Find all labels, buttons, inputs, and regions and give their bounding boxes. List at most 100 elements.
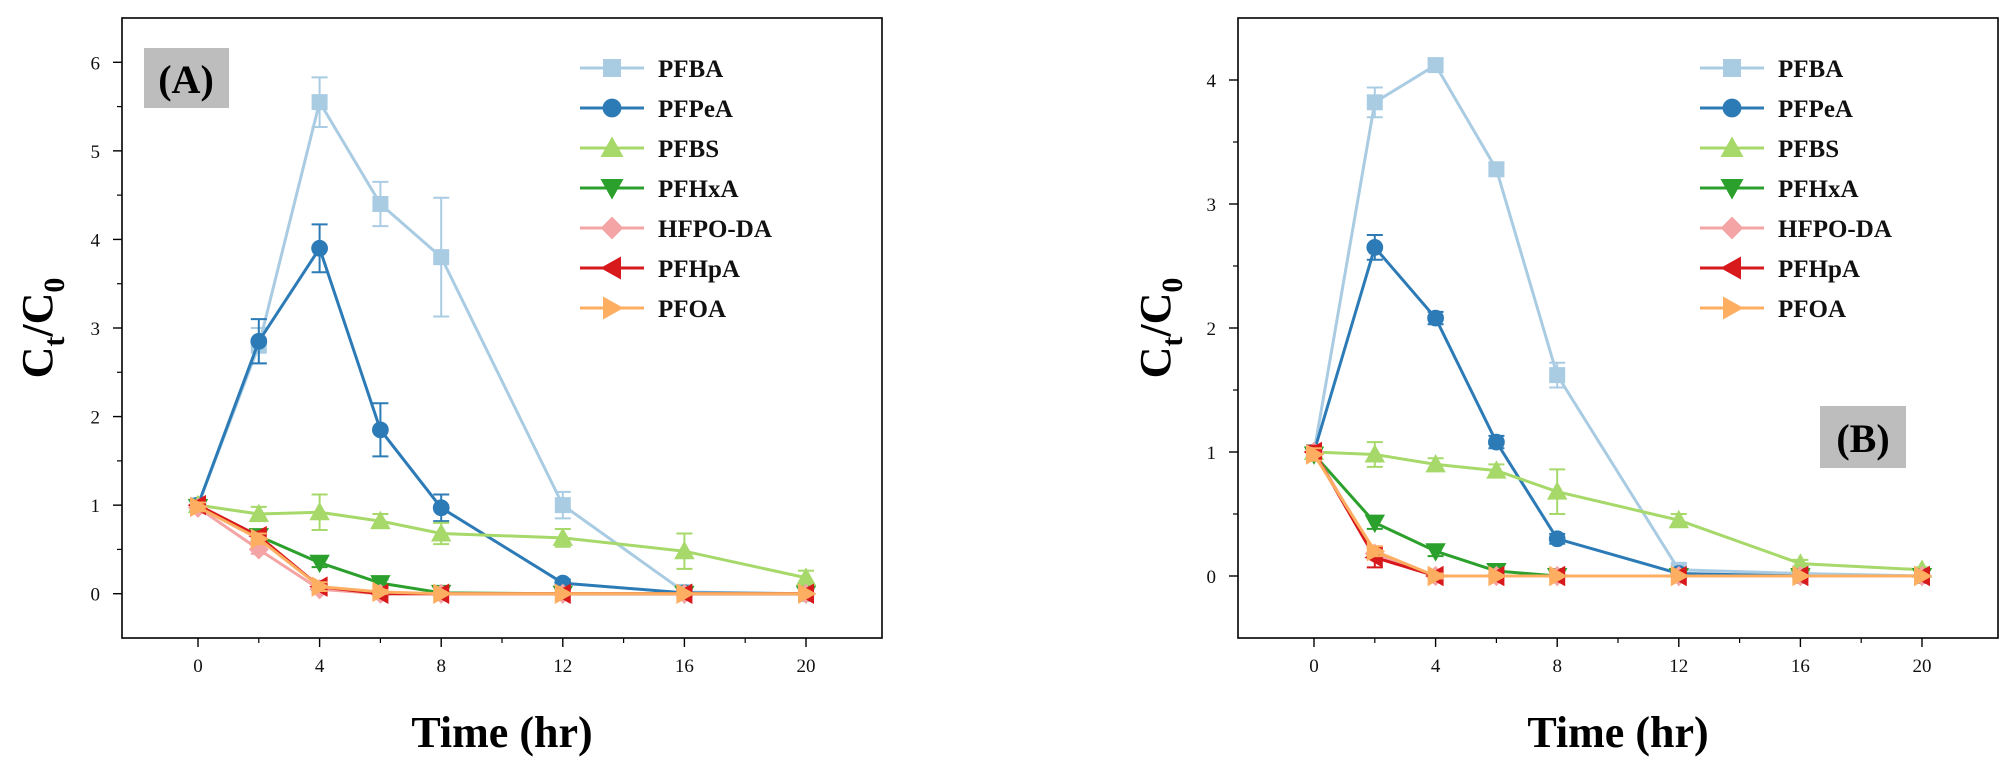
x-tick-label: 0	[193, 656, 203, 677]
legend-marker	[603, 59, 621, 77]
data-point	[1546, 481, 1568, 500]
panel-label-box	[1820, 406, 1906, 468]
data-point	[433, 249, 450, 266]
y-axis-title-part: C	[13, 347, 62, 379]
legend-marker	[1720, 256, 1741, 280]
data-point	[309, 501, 330, 521]
data-point	[1427, 309, 1444, 327]
panel-label: (B)	[1836, 416, 1889, 461]
data-point	[1488, 433, 1505, 451]
data-point	[676, 583, 695, 604]
data-point	[1427, 57, 1444, 74]
y-tick-label: 2	[1207, 319, 1217, 340]
data-point	[554, 497, 571, 514]
x-tick-label: 20	[797, 656, 816, 677]
legend-label: PFHpA	[1778, 256, 1860, 283]
data-point	[1364, 444, 1386, 463]
y-tick-label: 0	[1207, 567, 1217, 588]
series-line	[196, 246, 807, 596]
legend-label: PFPeA	[658, 96, 733, 123]
legend-label: PFPeA	[1778, 96, 1853, 123]
data-point	[311, 94, 328, 111]
series-pfba	[190, 76, 814, 602]
panel-label-box	[144, 48, 229, 108]
data-point	[430, 523, 452, 542]
y-tick-label: 6	[91, 53, 101, 74]
series-line	[1313, 450, 1923, 572]
data-point	[311, 239, 328, 257]
data-point	[1364, 514, 1386, 534]
data-point	[1366, 540, 1386, 562]
y-tick-label: 4	[91, 230, 101, 251]
series-line	[196, 100, 807, 596]
data-point	[1486, 460, 1507, 479]
legend-label: PFBA	[1778, 56, 1843, 83]
legend: PFBA PFPeA PFBS PFHxA HFPO-DA PFHpA PFOA	[580, 56, 772, 323]
data-point	[1668, 509, 1690, 529]
y-axis-title-part: C	[13, 293, 62, 325]
y-axis-title-part: 0	[38, 278, 71, 293]
data-point	[1306, 444, 1325, 465]
y-tick-label: 5	[91, 142, 101, 163]
y-tick-label: 4	[1207, 71, 1217, 92]
data-point	[1549, 367, 1566, 384]
series-line	[1312, 453, 1922, 578]
legend-marker	[1723, 296, 1744, 320]
legend: PFBA PFPeA PFBS PFHxA HFPO-DA PFHpA PFOA	[1700, 56, 1892, 323]
data-point	[552, 527, 574, 546]
legend-marker	[603, 296, 624, 320]
data-point	[798, 583, 817, 604]
y-tick-label: 1	[91, 496, 101, 517]
data-point	[1548, 530, 1566, 548]
y-tick-label: 2	[91, 408, 101, 429]
legend-label: PFHpA	[658, 256, 740, 283]
series-line	[1312, 63, 1923, 578]
x-tick-label: 0	[1309, 656, 1319, 677]
x-tick-label: 12	[1669, 656, 1688, 677]
data-point	[1914, 565, 1933, 587]
series-pfoa	[190, 496, 817, 604]
data-point	[372, 196, 389, 212]
data-point	[1670, 565, 1690, 587]
legend-marker	[600, 216, 624, 240]
data-point	[250, 332, 268, 350]
data-point	[250, 528, 270, 550]
y-tick-label: 0	[91, 585, 101, 606]
data-point	[1366, 94, 1383, 111]
series-line	[197, 505, 806, 596]
y-axis-title-part: 0	[1156, 278, 1189, 293]
legend-marker	[1720, 179, 1744, 200]
legend-marker	[1722, 98, 1742, 118]
y-axis-title-part: /	[1131, 324, 1180, 338]
data-point	[674, 540, 695, 560]
data-point	[248, 503, 270, 522]
x-tick-label: 4	[1431, 656, 1441, 677]
series-pfhxa	[187, 498, 817, 605]
legend-label: PFBS	[1778, 136, 1839, 163]
series-line	[197, 503, 807, 580]
data-point	[1488, 565, 1507, 587]
series-pfbs	[187, 493, 817, 586]
data-point	[190, 496, 209, 518]
y-axis-title: Ct/C0	[1131, 278, 1189, 379]
data-point	[1488, 161, 1505, 178]
data-point	[1549, 565, 1568, 587]
legend-label: PFOA	[658, 296, 726, 323]
legend-marker	[600, 136, 624, 157]
y-axis-title-part: /	[13, 324, 62, 338]
data-point	[1427, 565, 1447, 587]
x-tick-label: 12	[553, 656, 572, 677]
x-tick-label: 16	[675, 656, 694, 677]
data-point	[1792, 565, 1811, 587]
legend-marker	[1720, 136, 1744, 157]
legend-label: PFBA	[658, 56, 723, 83]
x-tick-label: 8	[1552, 656, 1562, 677]
legend-label: PFHxA	[658, 176, 739, 203]
y-axis-title-part: t	[38, 337, 71, 347]
data-point	[432, 499, 450, 517]
data-point	[311, 576, 331, 597]
legend-label: HFPO-DA	[658, 216, 772, 243]
data-point	[554, 583, 574, 604]
y-tick-label: 1	[1207, 443, 1217, 464]
